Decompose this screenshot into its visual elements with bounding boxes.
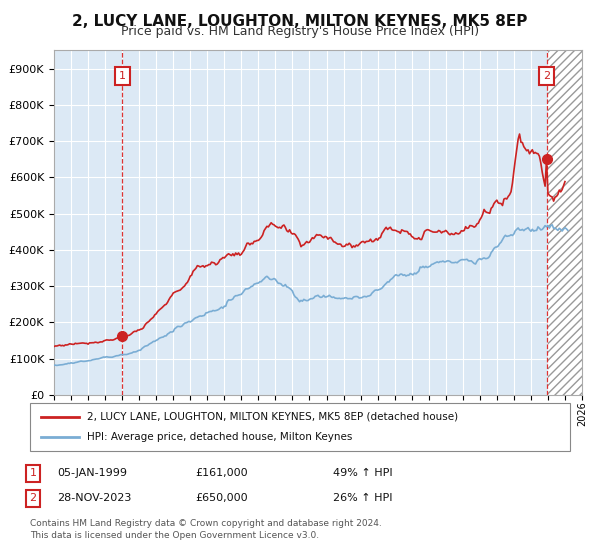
Text: 26% ↑ HPI: 26% ↑ HPI (333, 493, 392, 503)
Text: 2: 2 (29, 493, 37, 503)
Text: 49% ↑ HPI: 49% ↑ HPI (333, 468, 392, 478)
Text: 05-JAN-1999: 05-JAN-1999 (57, 468, 127, 478)
Text: 2, LUCY LANE, LOUGHTON, MILTON KEYNES, MK5 8EP: 2, LUCY LANE, LOUGHTON, MILTON KEYNES, M… (73, 14, 527, 29)
Text: 1: 1 (119, 71, 126, 81)
Text: Price paid vs. HM Land Registry's House Price Index (HPI): Price paid vs. HM Land Registry's House … (121, 25, 479, 38)
Text: £161,000: £161,000 (195, 468, 248, 478)
Text: This data is licensed under the Open Government Licence v3.0.: This data is licensed under the Open Gov… (30, 531, 319, 540)
Text: HPI: Average price, detached house, Milton Keynes: HPI: Average price, detached house, Milt… (86, 432, 352, 442)
Text: 2, LUCY LANE, LOUGHTON, MILTON KEYNES, MK5 8EP (detached house): 2, LUCY LANE, LOUGHTON, MILTON KEYNES, M… (86, 412, 458, 422)
Text: Contains HM Land Registry data © Crown copyright and database right 2024.: Contains HM Land Registry data © Crown c… (30, 520, 382, 529)
Bar (548, 50, 590, 395)
Bar (548, 50, 590, 395)
Text: £650,000: £650,000 (195, 493, 248, 503)
Text: 28-NOV-2023: 28-NOV-2023 (57, 493, 131, 503)
Text: 2: 2 (543, 71, 550, 81)
Text: 1: 1 (29, 468, 37, 478)
FancyBboxPatch shape (30, 403, 570, 451)
